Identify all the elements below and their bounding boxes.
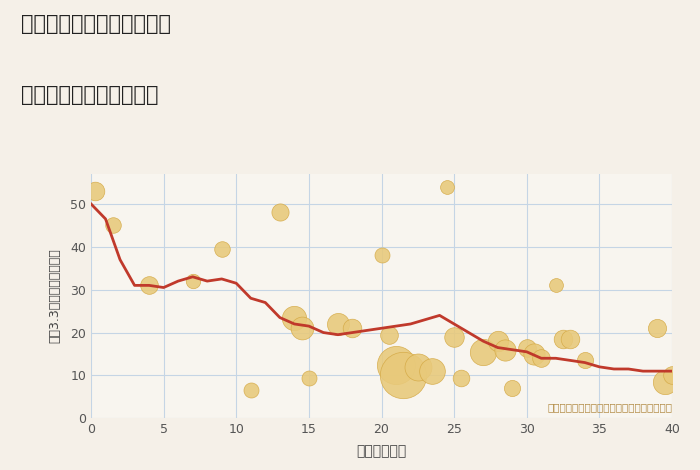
Point <box>107 221 118 229</box>
Point <box>521 344 532 351</box>
Point <box>90 187 101 195</box>
Point <box>528 350 540 358</box>
Point <box>536 354 547 362</box>
Point <box>492 337 503 345</box>
Point <box>477 348 489 356</box>
Point <box>557 335 568 343</box>
Point <box>550 282 561 289</box>
X-axis label: 築年数（年）: 築年数（年） <box>356 445 407 459</box>
Point <box>412 363 423 371</box>
Point <box>216 245 228 253</box>
Point <box>346 324 358 332</box>
Point <box>332 320 344 328</box>
Point <box>144 282 155 289</box>
Text: 兵庫県丹波市春日町柚津の: 兵庫県丹波市春日町柚津の <box>21 14 171 34</box>
Point <box>666 372 678 379</box>
Point <box>580 357 591 364</box>
Point <box>427 368 438 375</box>
Point <box>565 335 576 343</box>
Point <box>303 374 314 381</box>
Point <box>652 324 663 332</box>
Y-axis label: 坪（3.3㎡）単価（万円）: 坪（3.3㎡）単価（万円） <box>49 249 62 344</box>
Point <box>499 346 510 353</box>
Point <box>449 333 460 341</box>
Point <box>289 314 300 321</box>
Point <box>376 251 387 259</box>
Text: 築年数別中古戸建て価格: 築年数別中古戸建て価格 <box>21 85 158 105</box>
Point <box>187 277 198 285</box>
Point <box>441 183 452 190</box>
Point <box>296 324 307 332</box>
Point <box>659 378 671 385</box>
Text: 円の大きさは、取引のあった物件面積を示す: 円の大きさは、取引のあった物件面積を示す <box>547 402 672 412</box>
Point <box>274 209 286 216</box>
Point <box>383 331 394 338</box>
Point <box>245 387 256 394</box>
Point <box>507 384 518 392</box>
Point <box>398 372 409 379</box>
Point <box>391 361 402 368</box>
Point <box>456 374 467 381</box>
